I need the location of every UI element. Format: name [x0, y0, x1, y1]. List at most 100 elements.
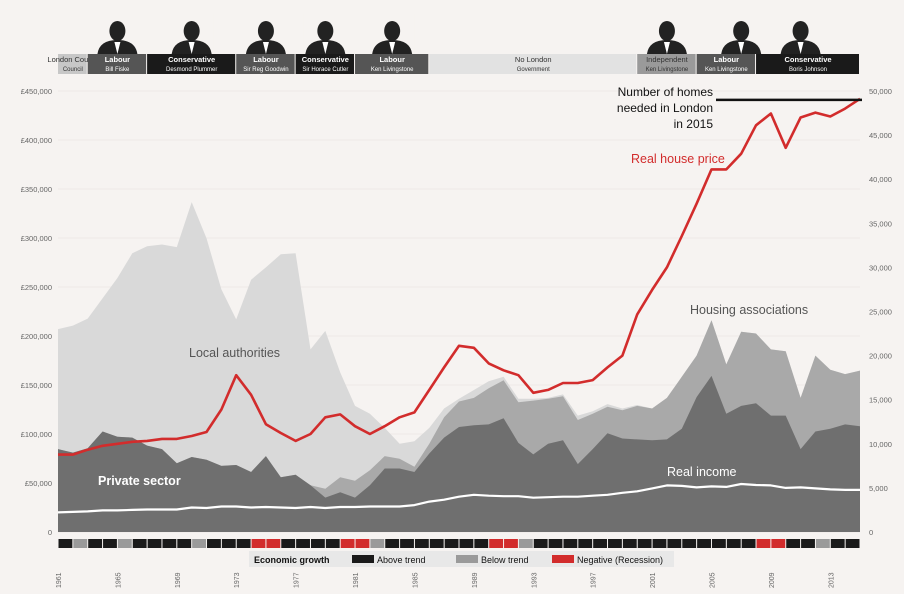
- leader-portrait: [95, 14, 140, 54]
- portrait-collar: [114, 42, 121, 54]
- growth-legend-swatch: [552, 555, 574, 563]
- political-band: Conservative Boris Johnson: [756, 54, 859, 74]
- band-rect: [147, 54, 236, 74]
- growth-legend-swatch: [456, 555, 478, 563]
- political-band: Independent Ken Livingstone: [637, 54, 696, 74]
- growth-legend-label: Above trend: [377, 555, 426, 565]
- portrait-collar: [322, 42, 329, 54]
- right-tick-label: 10,000: [869, 440, 892, 449]
- growth-cell: [340, 539, 355, 548]
- growth-cell: [489, 539, 504, 548]
- growth-cell: [266, 539, 281, 548]
- growth-cell: [637, 539, 652, 548]
- left-tick-label: £400,000: [21, 136, 52, 145]
- band-party: Labour: [105, 55, 130, 64]
- political-band: Conservative Desmond Plummer: [147, 54, 236, 74]
- political-band: Conservative Sir Horace Cutler: [295, 54, 355, 74]
- growth-cell: [310, 539, 325, 548]
- political-bands: London County Council Labour Bill Fiske Cons…: [47, 54, 859, 74]
- band-leader: Sir Reg Goodwin: [243, 67, 288, 73]
- band-rect: [429, 54, 637, 74]
- x-tick-label: 2009: [769, 572, 776, 588]
- political-band: Labour Sir Reg Goodwin: [236, 54, 295, 74]
- growth-legend-label: Below trend: [481, 555, 529, 565]
- growth-cell: [786, 539, 801, 548]
- growth-cell: [697, 539, 711, 548]
- band-rect: [637, 54, 696, 74]
- leader-portrait: [243, 14, 288, 54]
- band-rect: [58, 54, 87, 74]
- band-rect: [756, 54, 859, 74]
- band-party: Independent: [646, 55, 689, 64]
- growth-cell: [177, 539, 192, 548]
- band-party: Labour: [714, 55, 739, 64]
- band-leader: Ken Livingstone: [371, 67, 414, 73]
- growth-cell: [207, 539, 221, 548]
- band-leader: Sir Horace Cutler: [302, 67, 348, 73]
- growth-cell: [548, 539, 563, 548]
- portrait-head: [109, 21, 126, 41]
- growth-cell: [682, 539, 697, 548]
- right-tick-label: 5,000: [869, 484, 888, 493]
- growth-cell: [667, 539, 682, 548]
- right-tick-label: 40,000: [869, 175, 892, 184]
- growth-legend-swatch: [352, 555, 374, 563]
- political-band: No London Government: [429, 54, 637, 74]
- political-band: London County Council: [47, 54, 99, 74]
- band-rect: [355, 54, 429, 74]
- leader-portrait: [719, 14, 764, 54]
- band-leader: Ken Livingstone: [646, 67, 689, 73]
- growth-cell: [801, 539, 815, 548]
- band-party: No London: [515, 55, 552, 64]
- price-income-lines: [57, 97, 862, 514]
- growth-cell: [815, 539, 830, 548]
- portrait-head: [183, 21, 200, 41]
- area-private-sector: [58, 375, 860, 532]
- left-tick-label: £200,000: [21, 332, 52, 341]
- growth-cell: [578, 539, 593, 548]
- portrait-collar: [188, 42, 195, 54]
- growth-cell: [88, 539, 103, 548]
- left-tick-label: £450,000: [21, 87, 52, 96]
- label-private-sector: Private sector: [98, 474, 181, 488]
- x-tick-label: 2001: [650, 572, 657, 588]
- x-tick-label: 1961: [56, 572, 63, 588]
- growth-cell: [533, 539, 548, 548]
- band-party: Conservative: [168, 55, 215, 64]
- label-local-authorities: Local authorities: [189, 346, 280, 360]
- band-rect: [87, 54, 147, 74]
- x-tick-label: 1977: [294, 572, 301, 588]
- right-tick-label: 45,000: [869, 131, 892, 140]
- growth-cell: [563, 539, 578, 548]
- band-leader: Ken Livingstone: [705, 67, 748, 73]
- band-party: Labour: [379, 55, 404, 64]
- growth-cell: [162, 539, 177, 548]
- portrait-collar: [389, 42, 396, 54]
- growth-cell: [236, 539, 251, 548]
- growth-cell: [117, 539, 132, 548]
- left-tick-label: 0: [48, 528, 52, 537]
- line-real-house-price: [58, 97, 861, 456]
- label-housing-associations: Housing associations: [690, 303, 808, 317]
- growth-cell: [726, 539, 741, 548]
- leader-portrait: [303, 14, 348, 54]
- portrait-head: [317, 21, 334, 41]
- growth-cell: [608, 539, 622, 548]
- left-tick-label: £50,000: [25, 479, 52, 488]
- growth-cell: [58, 539, 73, 548]
- homes-needed-line-text: in 2015: [674, 117, 714, 131]
- portrait-head: [792, 21, 809, 41]
- x-tick-label: 1969: [175, 572, 182, 588]
- band-leader: Desmond Plummer: [166, 67, 217, 73]
- x-tick-label: 1973: [234, 572, 241, 588]
- homes-needed-line-text: Number of homes: [618, 85, 713, 99]
- band-leader: Government: [517, 67, 550, 73]
- growth-cell: [147, 539, 162, 548]
- x-tick-label: 2013: [828, 572, 835, 588]
- homes-needed-line-text: needed in London: [617, 101, 713, 115]
- portrait-collar: [738, 42, 745, 54]
- political-band: Labour Ken Livingstone: [696, 54, 756, 74]
- housing-areas: [58, 202, 860, 532]
- growth-cell: [192, 539, 207, 548]
